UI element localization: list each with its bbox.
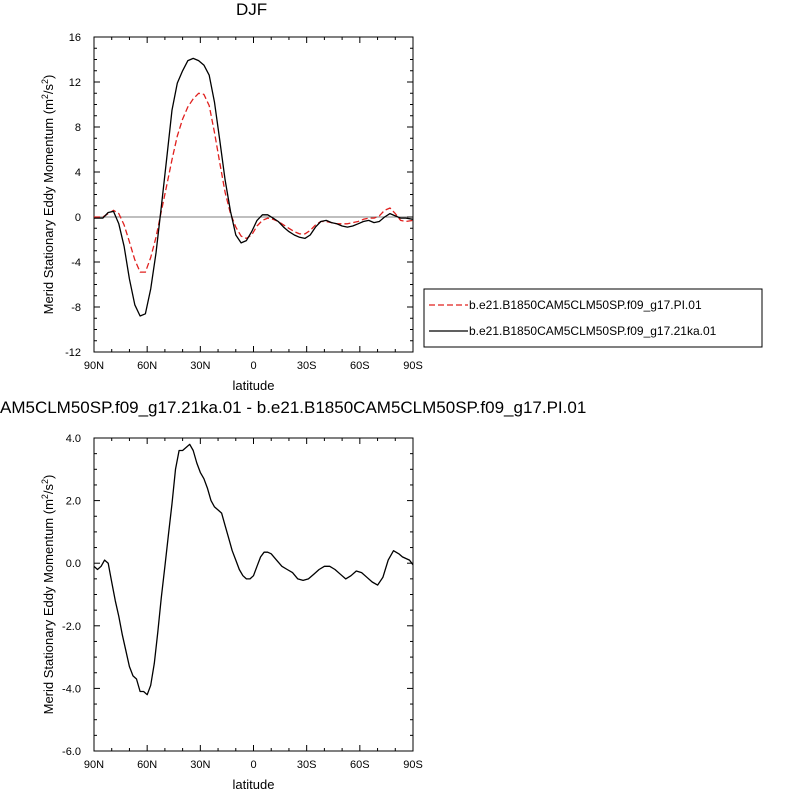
y-axis-label-part: ) [41, 75, 56, 79]
x-tick-label: 30S [297, 759, 317, 771]
plot-frame [93, 437, 414, 752]
y-axis-label-superscript: 2 [40, 494, 50, 499]
y-axis-label-part: Merid Stationary Eddy Momentum (m [41, 499, 56, 714]
x-tick-label: 0 [250, 759, 256, 771]
y-tick-label: 4 [75, 167, 81, 179]
x-tick-label: 60N [137, 759, 157, 771]
y-axis-label-superscript: 2 [40, 94, 50, 99]
plot-frame [93, 36, 414, 353]
y-tick-label: -6.0 [62, 746, 81, 758]
y-axis-label-superscript: 2 [40, 479, 50, 484]
y-axis-label-part: /s [41, 83, 56, 94]
x-axis-label: latitude [233, 777, 275, 792]
chart-0: -12 -8 -4 0 4 8 12 16 90N 60N 30N 0 30S 60S 90S latitud… [40, 32, 763, 393]
y-tick-label: 16 [69, 32, 81, 44]
legend-box [423, 288, 763, 348]
x-tick-label: 90S [403, 360, 423, 372]
y-tick-label: 0.0 [66, 558, 81, 570]
y-tick-label: -8 [71, 302, 81, 314]
x-tick-label: 60N [137, 360, 157, 372]
x-tick-label: 90N [84, 360, 104, 372]
y-tick-label: 8 [75, 122, 81, 134]
y-axis-label-part: ) [41, 475, 56, 479]
y-axis-label-part: Merid Stationary Eddy Momentum (m [41, 99, 56, 314]
x-tick-label: 30S [297, 360, 317, 372]
x-tick-label: 60S [350, 360, 370, 372]
x-tick-label: 30N [190, 360, 210, 372]
y-tick-label: -12 [65, 347, 81, 359]
legend-label-0: b.e21.B1850CAM5CLM50SP.f09_g17.PI.01 [469, 298, 702, 312]
x-tick-label: 60S [350, 759, 370, 771]
series-line-0 [94, 92, 414, 273]
y-tick-label: 2.0 [66, 496, 81, 508]
y-axis-label: Merid Stationary Eddy Momentum (m2/s2) [40, 75, 56, 315]
chart-title-top: DJF [236, 0, 268, 19]
x-tick-label: 90N [84, 759, 104, 771]
x-axis-label: latitude [233, 378, 275, 393]
x-tick-label: 90S [403, 759, 423, 771]
y-tick-label: -2.0 [62, 621, 81, 633]
y-tick-label: 12 [69, 77, 81, 89]
x-tick-label: 0 [250, 360, 256, 372]
y-tick-label: 0 [75, 212, 81, 224]
y-tick-label: -4 [71, 257, 81, 269]
x-tick-label: 30N [190, 759, 210, 771]
y-axis-label-part: /s [41, 483, 56, 494]
legend-label-1: b.e21.B1850CAM5CLM50SP.f09_g17.21ka.01 [469, 324, 717, 338]
chart-1: -6.0 -4.0 -2.0 0.0 2.0 4.0 90N 60N 30N 0 30S 60S 90S… [40, 433, 423, 792]
series-line-1 [94, 57, 414, 317]
series-line-0 [93, 443, 414, 696]
y-tick-label: 4.0 [66, 433, 81, 445]
y-axis-label-superscript: 2 [40, 79, 50, 84]
chart-title-bottom: AM5CLM50SP.f09_g17.21ka.01 - b.e21.B1850… [0, 398, 587, 417]
y-axis-label: Merid Stationary Eddy Momentum (m2/s2) [40, 475, 56, 715]
y-tick-label: -4.0 [62, 683, 81, 695]
